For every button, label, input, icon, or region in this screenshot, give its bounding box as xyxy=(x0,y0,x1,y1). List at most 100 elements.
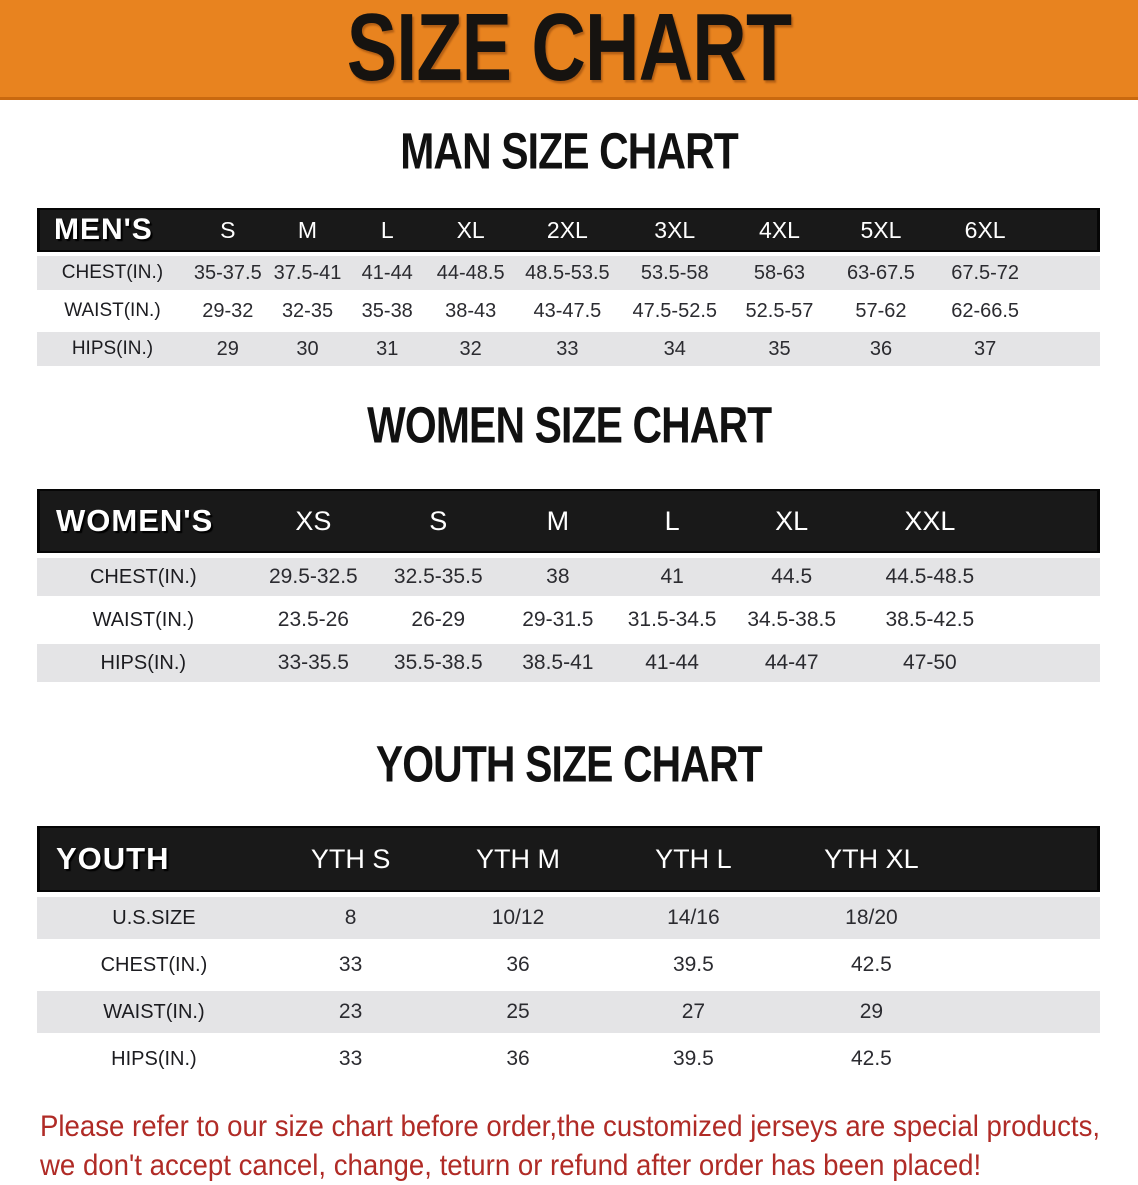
table-cell: 8 xyxy=(270,897,431,939)
disclaimer-text: Please refer to our size chart before or… xyxy=(40,1107,1138,1185)
table-cell: 30 xyxy=(267,332,348,366)
table-cell: 34 xyxy=(620,332,729,366)
man-section-title: MAN SIZE CHART xyxy=(0,123,1138,188)
table-cell: 23 xyxy=(270,991,431,1033)
disclaimer-line-1: Please refer to our size chart before or… xyxy=(40,1110,1101,1143)
row-filler xyxy=(961,991,1100,1033)
table-title: WOMEN'S xyxy=(37,489,250,553)
row-filler xyxy=(961,944,1100,986)
table-cell: 29 xyxy=(781,991,962,1033)
table-cell: 47-50 xyxy=(855,644,1005,682)
row-filler xyxy=(1004,558,1100,596)
row-label: U.S.SIZE xyxy=(37,897,271,939)
column-header: M xyxy=(267,208,348,252)
table-cell: 52.5-57 xyxy=(728,294,830,328)
table-cell: 29 xyxy=(187,332,268,366)
table-cell: 10/12 xyxy=(430,897,606,939)
table-cell: 35-38 xyxy=(347,294,428,328)
table-cell: 38 xyxy=(499,558,617,596)
column-header: 5XL xyxy=(829,208,932,252)
row-filler xyxy=(1038,256,1100,290)
column-header: XL xyxy=(727,489,856,553)
men-size-table: MEN'S S M L XL 2XL 3XL 4XL 5XL 6XL CHEST(IN.) 35-3… xyxy=(37,204,1100,370)
table-cell: 41 xyxy=(616,558,728,596)
row-label: WAIST(IN.) xyxy=(37,294,188,328)
table-row: HIPS(IN.) 33 36 39.5 42.5 xyxy=(37,1038,1100,1080)
table-cell: 39.5 xyxy=(605,1038,782,1080)
table-cell: 48.5-53.5 xyxy=(514,256,621,290)
column-header: 6XL xyxy=(932,208,1039,252)
table-cell: 36 xyxy=(430,944,606,986)
youth-size-table: YOUTH YTH S YTH M YTH L YTH XL U.S.SIZE 8 10/1… xyxy=(37,821,1100,1085)
column-header: L xyxy=(616,489,728,553)
table-cell: 67.5-72 xyxy=(932,256,1039,290)
table-cell: 37.5-41 xyxy=(267,256,348,290)
row-filler xyxy=(1004,601,1100,639)
table-row: WAIST(IN.) 23.5-26 26-29 29-31.5 31.5-34.5 34… xyxy=(37,601,1100,639)
table-cell: 26-29 xyxy=(377,601,500,639)
table-cell: 47.5-52.5 xyxy=(620,294,729,328)
header-filler xyxy=(961,826,1100,892)
table-cell: 32.5-35.5 xyxy=(377,558,500,596)
disclaimer-line-2: we don't accept cancel, change, teturn o… xyxy=(40,1149,982,1182)
table-cell: 29-31.5 xyxy=(499,601,617,639)
table-title: YOUTH xyxy=(37,826,271,892)
header-row: YOUTH YTH S YTH M YTH L YTH XL xyxy=(37,826,1100,892)
banner: SIZE CHART xyxy=(0,0,1138,100)
table-row: CHEST(IN.) 29.5-32.5 32.5-35.5 38 41 44.5 44.5… xyxy=(37,558,1100,596)
women-size-table: WOMEN'S XS S M L XL XXL CHEST(IN.) 29.5-32.5 32.… xyxy=(37,484,1100,687)
row-filler xyxy=(961,897,1100,939)
column-header: M xyxy=(499,489,617,553)
table-cell: 42.5 xyxy=(781,1038,962,1080)
table-row: WAIST(IN.) 23 25 27 29 xyxy=(37,991,1100,1033)
column-header: YTH M xyxy=(430,826,606,892)
table-cell: 44.5-48.5 xyxy=(855,558,1005,596)
row-filler xyxy=(1038,332,1100,366)
column-header: YTH S xyxy=(270,826,431,892)
page-title: SIZE CHART xyxy=(346,0,792,100)
table-cell: 32 xyxy=(427,332,515,366)
column-header: YTH XL xyxy=(781,826,962,892)
youth-section-title-text: YOUTH SIZE CHART xyxy=(376,734,763,793)
header-filler xyxy=(1004,489,1100,553)
table-cell: 33 xyxy=(270,1038,431,1080)
table-cell: 38.5-41 xyxy=(499,644,617,682)
table-cell: 35 xyxy=(728,332,830,366)
column-header: S xyxy=(377,489,500,553)
row-filler xyxy=(1004,644,1100,682)
table-cell: 63-67.5 xyxy=(829,256,932,290)
table-title: MEN'S xyxy=(37,208,188,252)
table-row: CHEST(IN.) 33 36 39.5 42.5 xyxy=(37,944,1100,986)
header-filler xyxy=(1038,208,1100,252)
table-row: WAIST(IN.) 29-32 32-35 35-38 38-43 43-47.5 47.… xyxy=(37,294,1100,328)
row-label: HIPS(IN.) xyxy=(37,644,250,682)
table-cell: 27 xyxy=(605,991,782,1033)
table-cell: 33 xyxy=(270,944,431,986)
women-section-title: WOMEN SIZE CHART xyxy=(0,397,1138,462)
header-row: MEN'S S M L XL 2XL 3XL 4XL 5XL 6XL xyxy=(37,208,1100,252)
table-cell: 34.5-38.5 xyxy=(727,601,856,639)
column-header: XL xyxy=(427,208,515,252)
table-cell: 44-47 xyxy=(727,644,856,682)
table-cell: 23.5-26 xyxy=(249,601,378,639)
row-filler xyxy=(1038,294,1100,328)
table-cell: 41-44 xyxy=(616,644,728,682)
row-label: HIPS(IN.) xyxy=(37,1038,271,1080)
column-header: 2XL xyxy=(514,208,621,252)
header-row: WOMEN'S XS S M L XL XXL xyxy=(37,489,1100,553)
table-cell: 62-66.5 xyxy=(932,294,1039,328)
table-cell: 38-43 xyxy=(427,294,515,328)
row-label: CHEST(IN.) xyxy=(37,256,188,290)
table-cell: 38.5-42.5 xyxy=(855,601,1005,639)
table-cell: 32-35 xyxy=(267,294,348,328)
table-cell: 37 xyxy=(932,332,1039,366)
table-row: CHEST(IN.) 35-37.5 37.5-41 41-44 44-48.5 48.5… xyxy=(37,256,1100,290)
column-header: 4XL xyxy=(728,208,830,252)
column-header: L xyxy=(347,208,428,252)
table-cell: 36 xyxy=(430,1038,606,1080)
column-header: S xyxy=(187,208,268,252)
column-header: 3XL xyxy=(620,208,729,252)
table-cell: 33-35.5 xyxy=(249,644,378,682)
table-cell: 53.5-58 xyxy=(620,256,729,290)
table-cell: 44-48.5 xyxy=(427,256,515,290)
